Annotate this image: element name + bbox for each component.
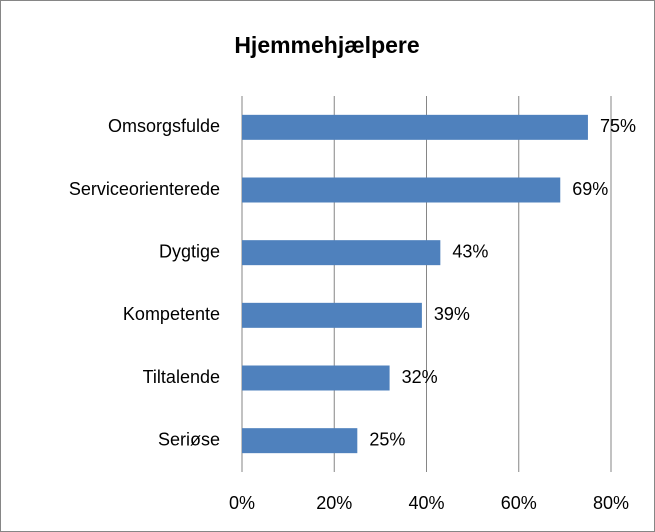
value-label: 75% xyxy=(600,116,636,136)
value-label: 39% xyxy=(434,304,470,324)
y-tick-label: Tiltalende xyxy=(143,367,220,387)
value-label: 32% xyxy=(402,367,438,387)
bar xyxy=(242,302,422,328)
bar xyxy=(242,365,390,391)
x-tick-label: 0% xyxy=(229,493,255,513)
y-tick-label: Kompetente xyxy=(123,304,220,324)
value-label: 25% xyxy=(369,429,405,449)
value-label: 43% xyxy=(452,241,488,261)
bar xyxy=(242,240,441,266)
x-tick-label: 20% xyxy=(316,493,352,513)
x-tick-label: 40% xyxy=(408,493,444,513)
y-tick-label: Seriøse xyxy=(158,429,220,449)
chart-title: Hjemmehjælpere xyxy=(234,32,419,58)
y-tick-label: Dygtige xyxy=(159,241,220,261)
x-tick-label: 80% xyxy=(593,493,629,513)
bar xyxy=(242,428,358,454)
x-tick-label: 60% xyxy=(501,493,537,513)
y-tick-label: Omsorgsfulde xyxy=(108,116,220,136)
value-label: 69% xyxy=(572,179,608,199)
bar xyxy=(242,177,561,203)
y-tick-label: Serviceorienterede xyxy=(69,179,220,199)
bar xyxy=(242,114,588,140)
